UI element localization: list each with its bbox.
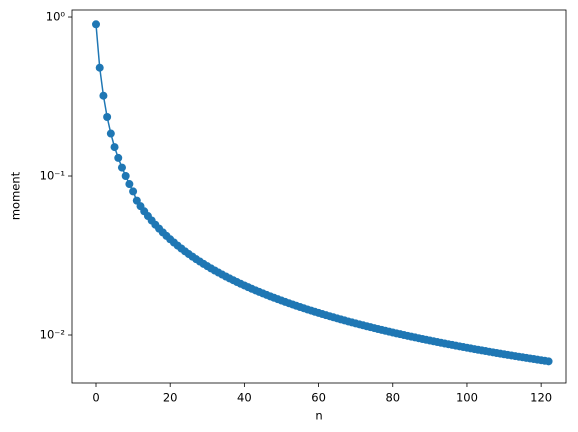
marker — [125, 180, 134, 189]
marker — [106, 129, 115, 138]
marker — [110, 143, 119, 152]
y-axis-label: moment — [9, 171, 23, 220]
y-tick-label: 10⁻² — [40, 328, 65, 342]
marker — [544, 357, 553, 366]
marker — [95, 63, 104, 72]
marker — [99, 91, 108, 100]
marker — [117, 163, 126, 172]
x-tick-label: 80 — [385, 391, 400, 405]
marker — [114, 153, 123, 162]
marker — [103, 113, 112, 122]
x-tick-label: 0 — [92, 391, 99, 405]
x-tick-label: 20 — [163, 391, 178, 405]
x-axis-label: n — [315, 409, 322, 423]
x-tick-label: 60 — [311, 391, 326, 405]
x-tick-label: 40 — [237, 391, 252, 405]
x-tick-label: 120 — [530, 391, 552, 405]
x-tick-label: 100 — [456, 391, 478, 405]
marker — [92, 20, 101, 29]
y-tick-label: 10⁻¹ — [40, 169, 65, 183]
plot-frame — [71, 9, 567, 384]
y-tick-label: 10⁰ — [46, 10, 66, 24]
marker — [129, 187, 138, 196]
marker — [121, 172, 130, 181]
